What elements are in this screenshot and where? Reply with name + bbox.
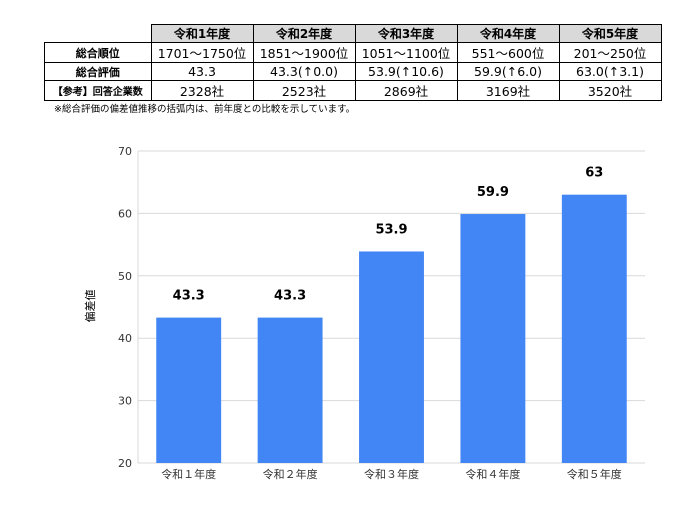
x-tick-label: 令和４年度 [465, 467, 520, 481]
table-footnote: ※総合評価の偏差値推移の括弧内は、前年度との比較を示しています。 [54, 104, 356, 115]
y-tick-labels: 20 30 40 50 60 70 [118, 145, 132, 470]
table-header-row: 令和1年度 令和2年度 令和3年度 令和4年度 令和5年度 [44, 24, 662, 43]
table-cell: 2869社 [354, 80, 458, 101]
x-tick-labels: 令和１年度 令和２年度 令和３年度 令和４年度 令和５年度 [161, 467, 622, 481]
y-tick-label: 30 [118, 395, 132, 408]
data-label: 59.9 [477, 185, 509, 200]
bar [359, 251, 424, 463]
x-tick-label: 令和５年度 [567, 467, 622, 481]
summary-table: 令和1年度 令和2年度 令和3年度 令和4年度 令和5年度 総合順位 1701～… [44, 24, 662, 101]
table-header-cell: 令和3年度 [354, 24, 458, 43]
data-label: 43.3 [173, 289, 205, 304]
table-row: 【参考】回答企業数 2328社 2523社 2869社 3169社 3520社 [44, 80, 662, 101]
table-header-cell: 令和5年度 [558, 24, 662, 43]
y-tick-label: 40 [118, 332, 132, 345]
bar [257, 317, 323, 463]
bars [156, 194, 627, 463]
y-tick-label: 50 [118, 270, 132, 283]
bar [156, 317, 222, 463]
table-cell: 63.0(↑3.1) [558, 62, 662, 81]
table-cell: 2328社 [150, 80, 254, 101]
x-tick-label: 令和２年度 [263, 467, 318, 481]
table-cell: 2523社 [252, 80, 356, 101]
data-label: 53.9 [375, 222, 407, 237]
y-tick-label: 60 [118, 207, 132, 220]
x-tick-label: 令和１年度 [161, 467, 216, 481]
data-labels: 43.3 43.3 53.9 59.9 63 [173, 166, 604, 304]
bar [460, 214, 526, 463]
bar [561, 194, 627, 463]
table-cell: 551～600位 [456, 42, 560, 63]
y-tick-label: 20 [118, 457, 132, 470]
table-cell: 3520社 [558, 80, 662, 101]
table-row: 総合評価 43.3 43.3(↑0.0) 53.9(↑10.6) 59.9(↑6… [44, 62, 662, 81]
table-cell: 53.9(↑10.6) [354, 62, 458, 81]
data-label: 63 [585, 166, 603, 181]
y-axis-label: 偏差値 [83, 290, 97, 323]
table-header-cell: 令和1年度 [150, 24, 254, 43]
y-tick-label: 70 [118, 145, 132, 158]
table-header-cell: 令和4年度 [456, 24, 560, 43]
data-label: 43.3 [274, 289, 306, 304]
x-tick-label: 令和３年度 [364, 467, 419, 481]
